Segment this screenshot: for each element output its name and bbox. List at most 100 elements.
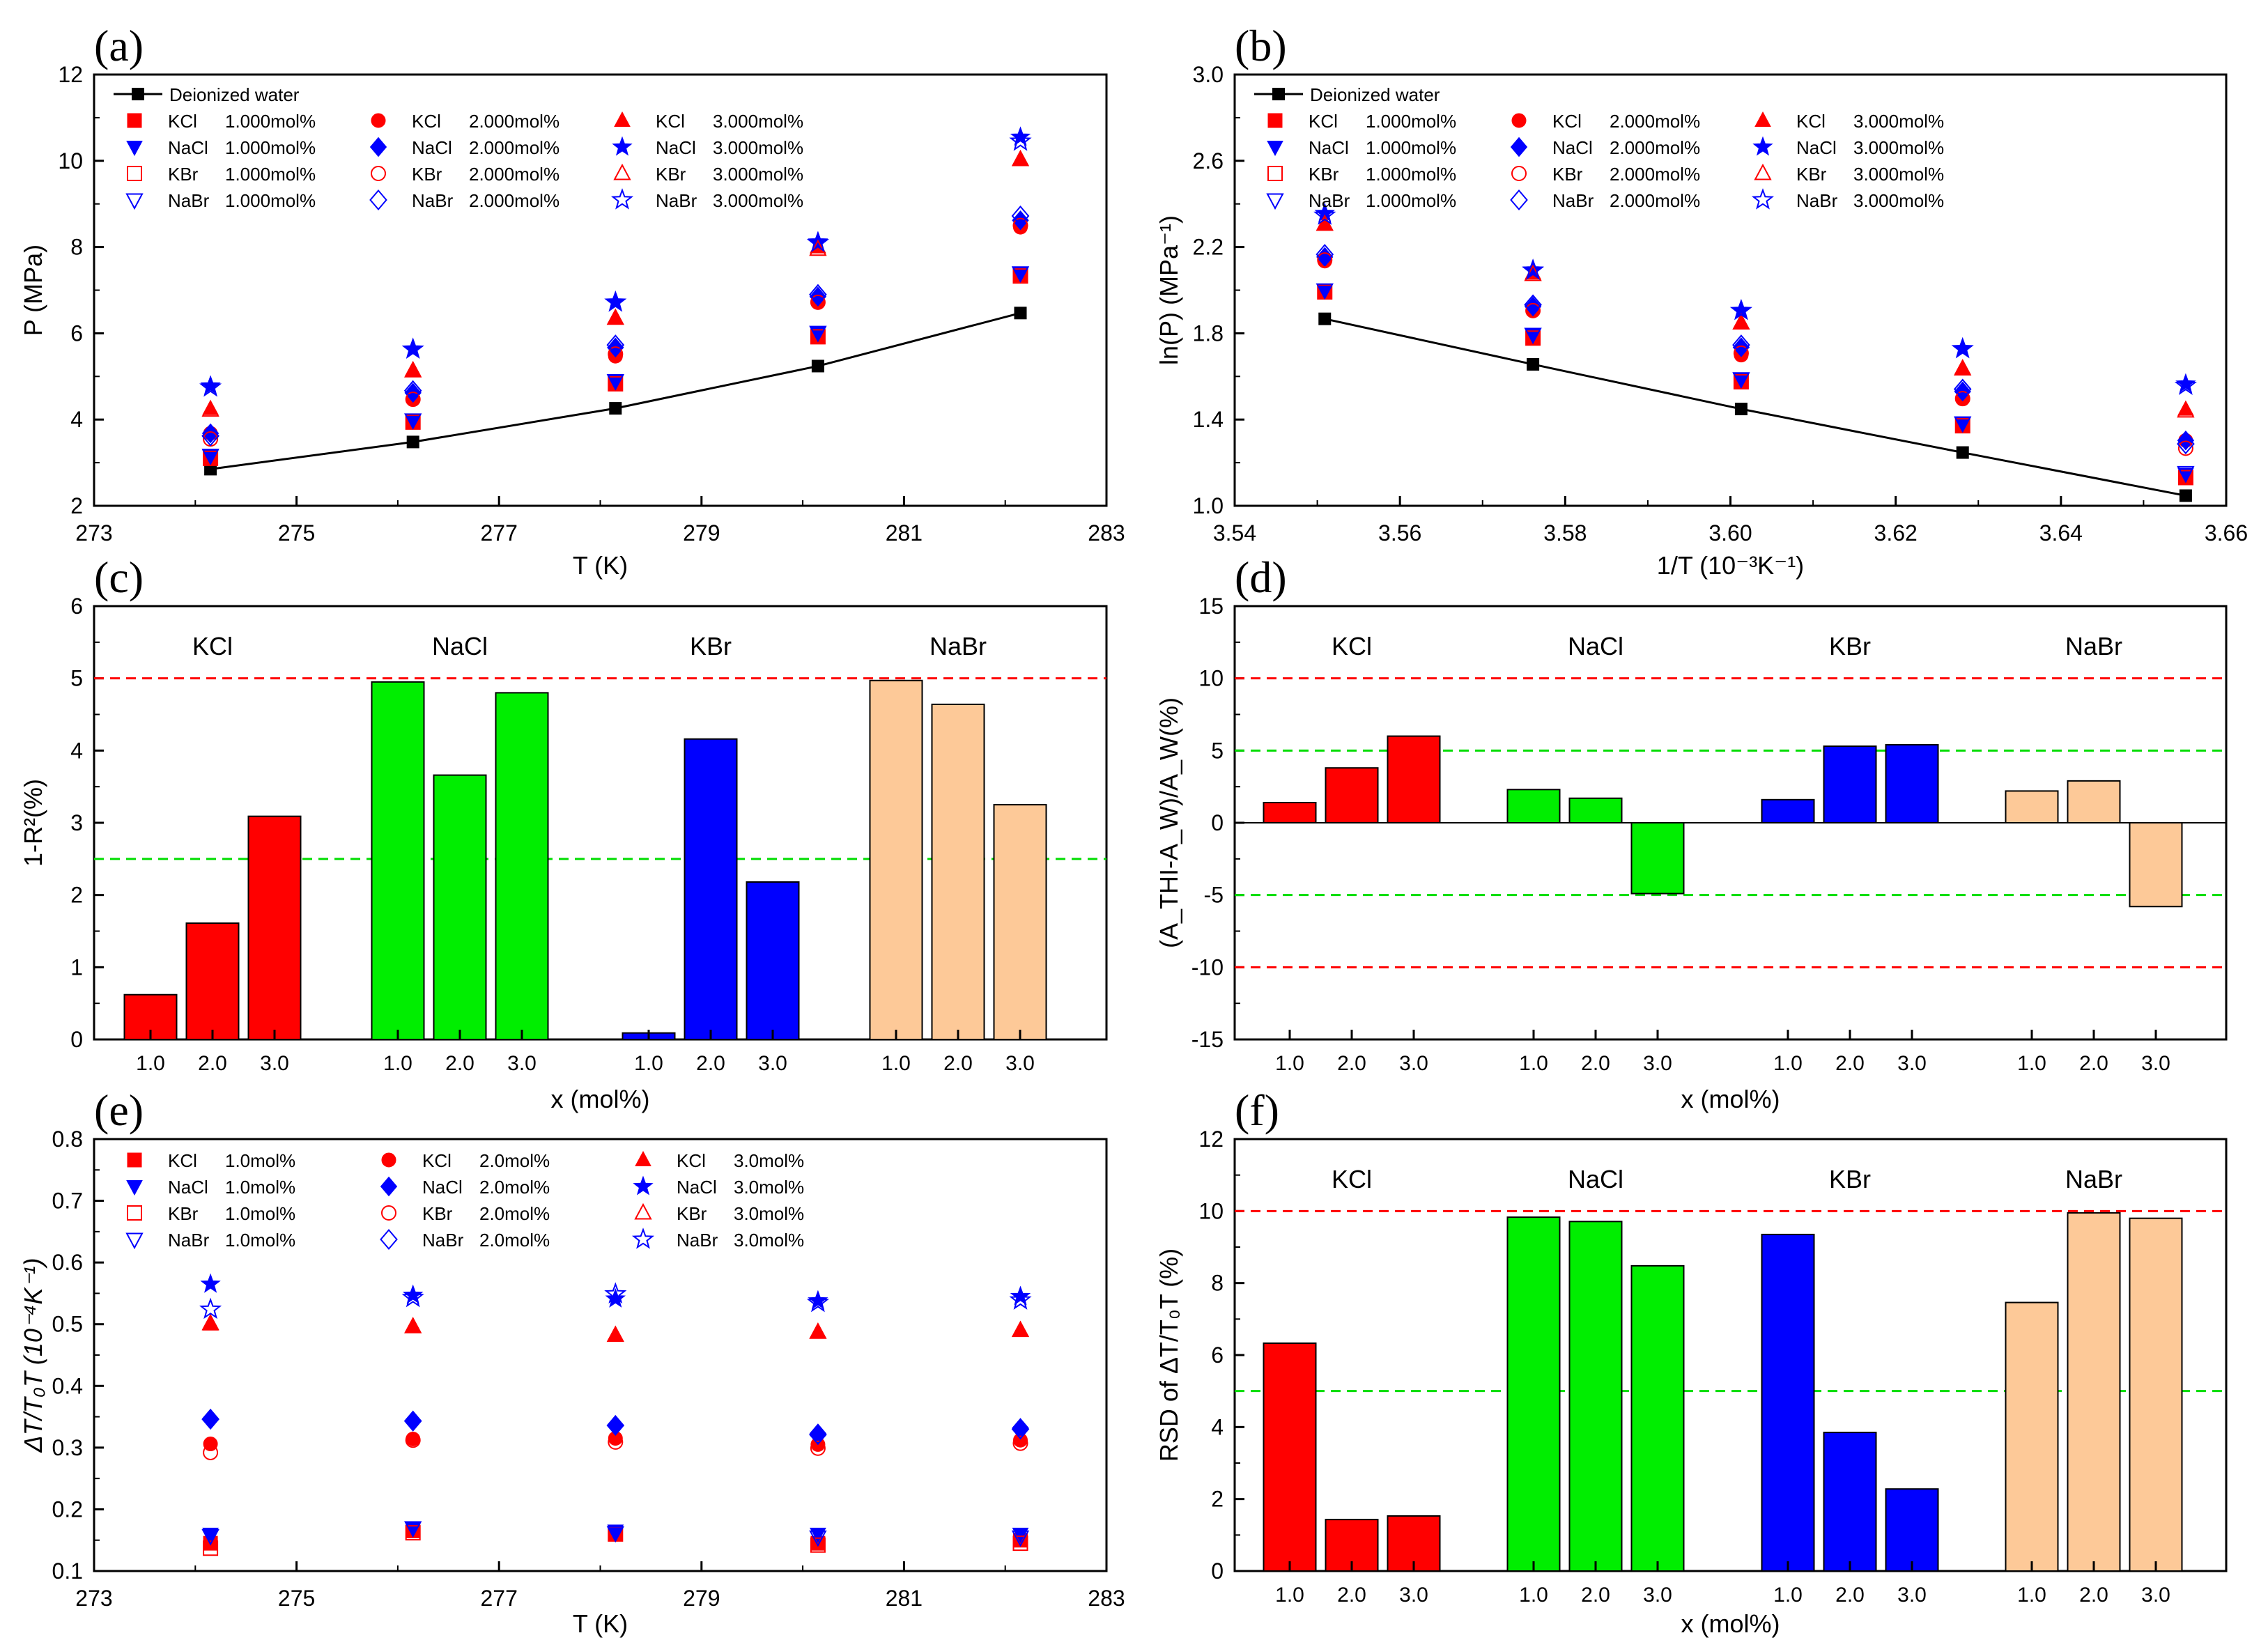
legend-salt: NaCl xyxy=(168,137,208,158)
data-point xyxy=(1954,418,1970,434)
y-tick-label: 3 xyxy=(70,810,83,835)
legend-salt: NaCl xyxy=(1552,137,1593,158)
x-tick-label: 281 xyxy=(886,520,923,546)
bar-group-NaBr: NaBr 1.0 2.0 3.0 xyxy=(869,632,1047,1075)
y-tick-label: -15 xyxy=(1191,1027,1224,1052)
y-axis-label: (A_THI-A_W)/A_W(%) xyxy=(1155,697,1183,948)
y-tick-label: -5 xyxy=(1204,883,1224,908)
legend-marker xyxy=(1510,137,1528,157)
legend-conc: 2.000mol% xyxy=(1610,164,1700,185)
y-tick-label: 12 xyxy=(1198,1127,1224,1152)
legend-salt: KBr xyxy=(422,1203,453,1224)
bar xyxy=(1506,789,1561,824)
bar xyxy=(495,692,549,1041)
series-NaCl-1.0mol% xyxy=(202,1522,1029,1543)
legend-marker xyxy=(369,137,387,157)
group-label: NaBr xyxy=(2065,1165,2122,1193)
legend-marker xyxy=(371,113,386,128)
legend-marker xyxy=(633,1175,654,1196)
reference-point xyxy=(811,359,824,373)
legend-conc: 1.0mol% xyxy=(225,1177,295,1198)
series-NaBr-3.000mol% xyxy=(199,129,1032,397)
legend-marker xyxy=(1267,166,1283,181)
y-axis-label: ΔT/T₀T (10⁻⁴K⁻¹) xyxy=(19,1258,47,1453)
x-tick-label: 1.0 xyxy=(634,1052,663,1075)
legend-salt: KBr xyxy=(168,164,199,185)
legend-marker xyxy=(1754,111,1771,127)
data-point xyxy=(1951,336,1974,359)
x-tick-label: 3.0 xyxy=(1643,1584,1672,1607)
legend-salt: KCl xyxy=(168,1150,197,1171)
data-point xyxy=(1009,129,1032,151)
x-tick-label: 3.0 xyxy=(1897,1052,1927,1075)
legend-salt: NaBr xyxy=(656,190,697,211)
x-tick-label: 1.0 xyxy=(136,1052,165,1075)
data-point xyxy=(1729,298,1752,320)
group-label: NaCl xyxy=(1568,632,1623,660)
x-tick-label: 277 xyxy=(481,1586,518,1611)
y-tick-label: 10 xyxy=(58,148,83,173)
data-point xyxy=(1317,284,1333,300)
y-tick-label: 6 xyxy=(1211,1343,1224,1368)
legend-salt: KBr xyxy=(656,164,686,185)
reference-point xyxy=(609,402,622,415)
legend-marker xyxy=(610,188,634,210)
x-tick-label: 3.64 xyxy=(2039,520,2083,546)
x-tick-label: 281 xyxy=(886,1586,923,1611)
bar-group-KBr: KBr 1.0 2.0 3.0 xyxy=(622,632,800,1075)
data-point xyxy=(810,1440,826,1456)
y-tick-label: 0.1 xyxy=(52,1558,83,1584)
x-tick-label: 3.62 xyxy=(1874,520,1918,546)
data-point xyxy=(809,325,827,343)
data-point xyxy=(1954,359,1972,376)
data-point xyxy=(1525,302,1541,318)
legend-marker xyxy=(1267,113,1283,128)
x-tick-label: 283 xyxy=(1088,520,1125,546)
y-tick-label: 2 xyxy=(70,883,83,908)
group-label: KCl xyxy=(1332,632,1372,660)
panel-label: (e) xyxy=(94,1085,144,1135)
legend-marker xyxy=(1511,166,1527,181)
y-tick-label: 0.3 xyxy=(52,1435,83,1460)
data-point xyxy=(203,450,219,466)
y-tick-label: 12 xyxy=(58,62,83,87)
x-tick-label: 273 xyxy=(75,520,112,546)
data-point xyxy=(201,449,219,465)
y-tick-label: 0 xyxy=(1211,1558,1224,1584)
bar xyxy=(1506,1216,1561,1572)
series-NaCl-2.000mol% xyxy=(1316,247,2195,451)
bar xyxy=(1823,745,1877,823)
bar-group-NaBr: NaBr 1.0 2.0 3.0 xyxy=(2005,632,2183,1075)
legend-conc: 2.000mol% xyxy=(1610,190,1700,211)
legend-marker xyxy=(634,1202,652,1220)
x-tick-label: 3.0 xyxy=(260,1052,289,1075)
data-point xyxy=(809,286,827,307)
data-point xyxy=(403,380,422,401)
legend-conc: 2.000mol% xyxy=(1610,137,1700,158)
bar xyxy=(2005,1301,2059,1572)
legend-salt: NaBr xyxy=(168,190,210,211)
group-label: NaCl xyxy=(432,632,488,660)
legend-conc: 3.000mol% xyxy=(713,164,803,185)
reference-point xyxy=(1527,357,1540,371)
data-point xyxy=(1316,214,1334,231)
legend-marker xyxy=(1272,88,1285,100)
legend-marker xyxy=(127,1205,142,1221)
bar xyxy=(746,881,800,1041)
x-tick-label: 279 xyxy=(683,520,720,546)
data-point xyxy=(606,373,624,391)
data-point xyxy=(2177,401,2195,418)
legend-conc: 3.000mol% xyxy=(1853,164,1944,185)
y-tick-label: 0 xyxy=(70,1027,83,1052)
data-point xyxy=(1524,327,1542,345)
reference-point xyxy=(1014,307,1027,320)
legend-salt: NaBr xyxy=(168,1230,210,1251)
y-tick-label: 2.2 xyxy=(1193,235,1224,260)
x-tick-label: 275 xyxy=(278,1586,315,1611)
data-point xyxy=(201,400,219,417)
data-point xyxy=(809,284,827,305)
data-point xyxy=(1012,150,1029,167)
data-point xyxy=(608,376,624,392)
data-point xyxy=(808,1290,828,1310)
legend-conc: 3.000mol% xyxy=(1853,137,1944,158)
